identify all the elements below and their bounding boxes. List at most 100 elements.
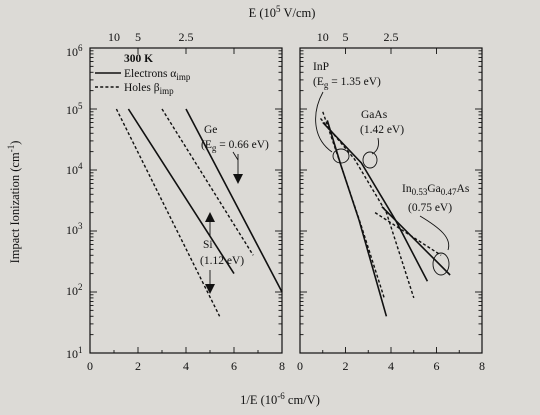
x-tick-label: 4 [183,359,189,373]
y-axis-label-exponent: -1 [6,145,16,153]
y-tick-label: 103 [66,221,83,237]
top-tick-label: 2.5 [384,30,399,44]
ge-bandgap-pre: (E [201,139,212,151]
x-tick-label: 0 [297,359,303,373]
series-ge-holes [161,108,254,256]
top-tick-label: 5 [343,30,349,44]
ge-arrow-upper [232,151,239,161]
inp-callout [315,91,333,153]
top-tick-label: 10 [108,30,120,44]
gaas-callout [371,137,379,155]
y-axis-label-end: ) [8,141,22,145]
y-tick-label: 106 [66,43,83,59]
ingaas-callout [419,215,450,251]
ge-bandgap-sub: g [212,143,217,153]
legend-entry-holes-text: Holes β [124,82,160,94]
legend-entry-electrons-sub: imp [176,72,191,82]
series-in053ga047as-electrons [381,206,451,276]
inp-bandgap-sub: g [324,80,329,90]
left-panel-series [115,108,283,317]
ingaas-label: In0.53Ga0.47As [402,183,470,197]
x-tick-label: 4 [388,359,394,373]
y-tick-label: 102 [66,282,83,298]
legend-title: 300 K [124,53,153,65]
y-tick-base: 10 [66,347,78,361]
inp-label: InP [313,61,329,73]
x-tick-label: 6 [434,359,440,373]
legend-entry-holes: Holes βimp [124,82,174,96]
y-axis-label: Impact Ionization (cm-1) [6,141,22,264]
y-tick-exponent: 5 [78,101,83,111]
right-panel-series [319,111,451,317]
y-tick-base: 10 [66,163,78,177]
series-inp-holes [322,111,385,299]
top-axis-label-exponent: 5 [276,4,281,14]
y-tick-base: 10 [66,103,78,117]
top-axis-label-end: V/cm) [281,6,316,20]
series-ge-electrons [185,108,283,293]
y-axis-label-main: Impact Ionization (cm [8,152,22,263]
inp-bandgap-pre: (E [313,76,324,88]
right-panel: 0 2 4 6 810 5 2.5 InP (Eg = 1.35 eV) GaAs (1.4… [297,30,485,373]
series-gaas-electrons [322,121,429,282]
series-si-holes [115,108,221,317]
top-tick-label: 2.5 [179,30,194,44]
legend: 300 K Electrons αimp Holes βimp [95,53,191,96]
y-tick-exponent: 6 [78,43,83,53]
inp-bandgap: (Eg = 1.35 eV) [313,76,381,90]
y-tick-base: 10 [66,223,78,237]
legend-entry-electrons: Electrons αimp [124,68,191,82]
inp-bandgap-post: = 1.35 eV) [328,76,381,88]
ge-arrow-head [233,174,243,184]
y-tick-exponent: 3 [78,221,83,231]
gaas-label: GaAs [361,109,388,121]
y-tick-labels: 101 102 103 104 105 106 [66,43,83,361]
top-tick-label: 5 [135,30,141,44]
top-axis-label: E (105 V/cm) [249,4,316,20]
x-tick-label: 8 [279,359,285,373]
y-tick-base: 10 [66,284,78,298]
ingaas-label-in: In [402,183,412,195]
ingaas-callout-ellipse [432,252,450,276]
y-tick-label: 104 [66,161,83,177]
si-arrow-up-head [205,212,215,222]
si-label: Si [203,239,213,251]
inp-callout-ellipse [332,148,350,164]
legend-entry-electrons-text: Electrons α [124,68,176,80]
gaas-callout-ellipse [362,151,378,169]
x-tick-label: 0 [87,359,93,373]
x-tick-label: 8 [479,359,485,373]
y-tick-label: 105 [66,101,83,117]
legend-entry-holes-sub: imp [160,86,175,96]
y-tick-exponent: 1 [78,345,83,355]
x-tick-label: 6 [231,359,237,373]
ge-bandgap: (Eg = 0.66 eV) [201,139,269,153]
y-tick-exponent: 2 [78,282,83,292]
ingaas-label-as: As [457,183,470,195]
ingaas-bandgap: (0.75 eV) [408,202,452,214]
y-tick-exponent: 4 [78,161,83,171]
y-tick-base: 10 [66,45,78,59]
x-tick-label: 2 [135,359,141,373]
si-arrow-down-head [205,284,215,294]
ingaas-label-sub1: 0.53 [412,187,428,197]
ingaas-label-sub2: 0.47 [441,187,457,197]
y-tick-label: 101 [66,345,83,361]
ge-bandgap-post: = 0.66 eV) [216,139,269,151]
x-axis-label-exponent: -6 [277,391,285,401]
x-tick-label: 2 [343,359,349,373]
top-tick-label: 10 [317,30,329,44]
top-axis-label-main: E (10 [249,6,276,20]
x-axis-label-end: cm/V) [285,393,320,407]
si-bandgap: (1.12 eV) [200,255,244,267]
left-panel-ticks: 0 2 4 6 8 10 5 2.5 [87,30,285,373]
gaas-bandgap: (1.42 eV) [360,124,404,136]
ingaas-label-ga: Ga [427,183,440,195]
series-si-electrons [127,108,235,275]
right-panel-ticks: 0 2 4 6 8 10 5 2.5 [297,30,485,373]
series-in053ga047as-holes [374,212,442,256]
left-panel: 0 2 4 6 810 5 2.5 300 K Electrons αimp Holes β… [87,30,285,373]
ge-label: Ge [204,124,217,136]
x-axis-label: 1/E (10-6 cm/V) [240,391,320,407]
